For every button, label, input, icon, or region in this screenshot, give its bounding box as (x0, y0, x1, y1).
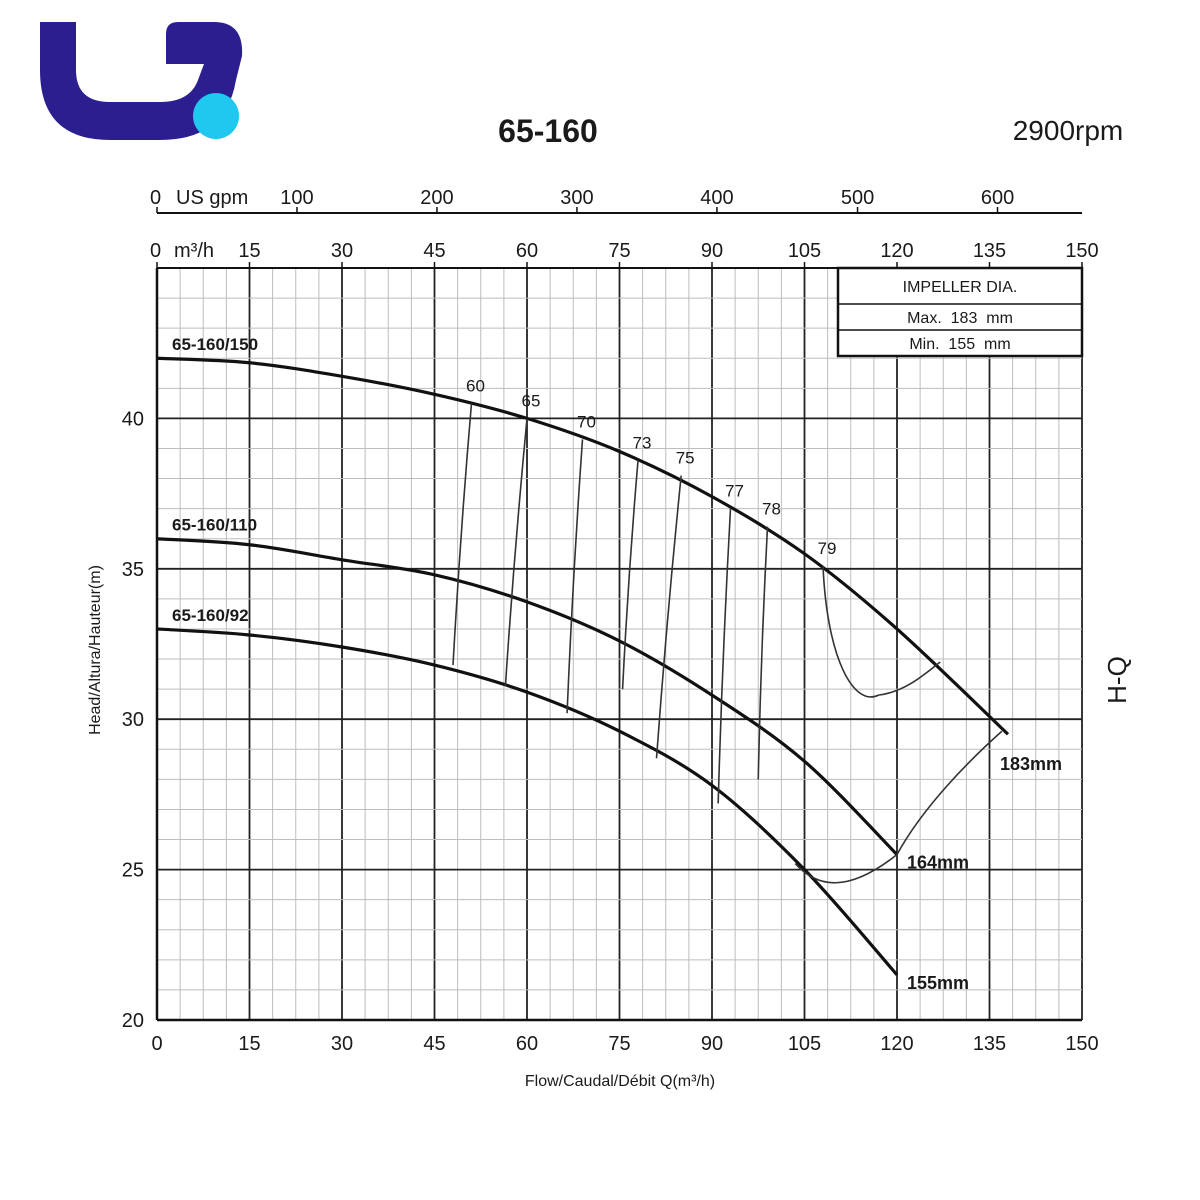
m3h-tick-label: 15 (238, 240, 260, 262)
gpm-tick-label: 600 (981, 187, 1014, 209)
efficiency-label: 79 (818, 539, 837, 558)
speed-label: 2900rpm (1013, 115, 1124, 146)
y-tick-label: 30 (122, 709, 144, 731)
gpm-tick-label: 0 (150, 187, 161, 209)
efficiency-envelope (794, 853, 898, 884)
efficiency-line (566, 439, 584, 714)
gpm-tick-label: 200 (420, 187, 453, 209)
head-curve (156, 356, 1010, 736)
efficiency-line (655, 475, 682, 759)
gpm-tick-label: 500 (841, 187, 874, 209)
legend-box (836, 266, 1084, 358)
x-tick-label: 90 (701, 1033, 723, 1055)
company-logo (40, 22, 243, 140)
efficiency-line (504, 418, 528, 687)
efficiency-envelope (896, 730, 1003, 855)
m3h-tick-label: 90 (701, 240, 723, 262)
diameter-label: 183mm (1000, 754, 1062, 774)
efficiency-label: 70 (577, 412, 596, 431)
y-tick-label: 35 (122, 559, 144, 581)
efficiency-line (717, 508, 732, 804)
x-tick-label: 105 (788, 1033, 821, 1055)
efficiency-line (822, 565, 941, 698)
efficiency-line (452, 403, 473, 666)
head-curves: 65-160/150 183mm 65-160/110 164mm 65-160/92 1… (156, 335, 1062, 993)
gpm-tick-label: 100 (280, 187, 313, 209)
x-tick-label: 135 (973, 1033, 1006, 1055)
logo-dot (193, 93, 239, 139)
y-tick-label: 20 (122, 1010, 144, 1032)
efficiency-label: 75 (676, 449, 695, 468)
y-tick-label: 25 (122, 860, 144, 882)
x-tick-label: 120 (880, 1033, 913, 1055)
axes: 0 15 30 45 60 75 90 105 120 135 150 20 25 30 35 40 15 30 4… (87, 187, 1099, 1090)
m3h-tick-label: 150 (1065, 240, 1098, 262)
efficiency-line (621, 460, 639, 690)
gpm-unit-label: US gpm (176, 187, 248, 209)
x-axis-title: Flow/Caudal/Débit Q(m³/h) (525, 1073, 715, 1090)
legend-title: IMPELLER DIA. (903, 279, 1018, 296)
gpm-tick-label: 300 (560, 187, 593, 209)
x-tick-label: 0 (151, 1033, 162, 1055)
m3h-tick-label: 45 (423, 240, 445, 262)
efficiency-line (757, 526, 769, 780)
x-tick-label: 15 (238, 1033, 260, 1055)
m3h-tick-label: 30 (331, 240, 353, 262)
head-curve (156, 627, 899, 976)
curve-name-label: 65-160/150 (172, 335, 258, 354)
m3h-tick-label: 75 (608, 240, 630, 262)
m3h-tick-label: 135 (973, 240, 1006, 262)
m3h-zero-label: 0 (150, 240, 161, 262)
gpm-tick-label: 400 (700, 187, 733, 209)
efficiency-label: 73 (633, 434, 652, 453)
efficiency-label: 65 (522, 391, 541, 410)
logo-mark (40, 22, 243, 140)
curve-name-label: 65-160/92 (172, 606, 249, 625)
diameter-label: 164mm (907, 853, 969, 873)
m3h-tick-label: 105 (788, 240, 821, 262)
diameter-label: 155mm (907, 973, 969, 993)
chart-title: 65-160 (498, 113, 598, 149)
head-curve (156, 537, 899, 856)
efficiency-label: 77 (725, 482, 744, 501)
m3h-tick-label: 60 (516, 240, 538, 262)
y-tick-label: 40 (122, 408, 144, 430)
hq-label: H-Q (1102, 656, 1132, 704)
x-tick-label: 45 (423, 1033, 445, 1055)
x-tick-label: 150 (1065, 1033, 1098, 1055)
x-tick-label: 60 (516, 1033, 538, 1055)
x-tick-label: 75 (608, 1033, 630, 1055)
efficiency-lines: 60 65 70 73 75 77 78 79 (452, 376, 1003, 884)
m3h-unit-label: m³/h (174, 240, 214, 262)
legend-max: Max. 183 mm (907, 310, 1013, 327)
m3h-tick-label: 120 (880, 240, 913, 262)
x-tick-label: 30 (331, 1033, 353, 1055)
legend-min: Min. 155 mm (909, 336, 1010, 353)
y-axis-title: Head/Altura/Hauteur(m) (87, 565, 104, 735)
curve-name-label: 65-160/110 (172, 516, 257, 535)
grid (156, 267, 1083, 1021)
efficiency-label: 60 (466, 376, 485, 395)
efficiency-label: 78 (762, 500, 781, 519)
impeller-legend: IMPELLER DIA. Max. 183 mm Min. 155 mm (836, 266, 1084, 358)
